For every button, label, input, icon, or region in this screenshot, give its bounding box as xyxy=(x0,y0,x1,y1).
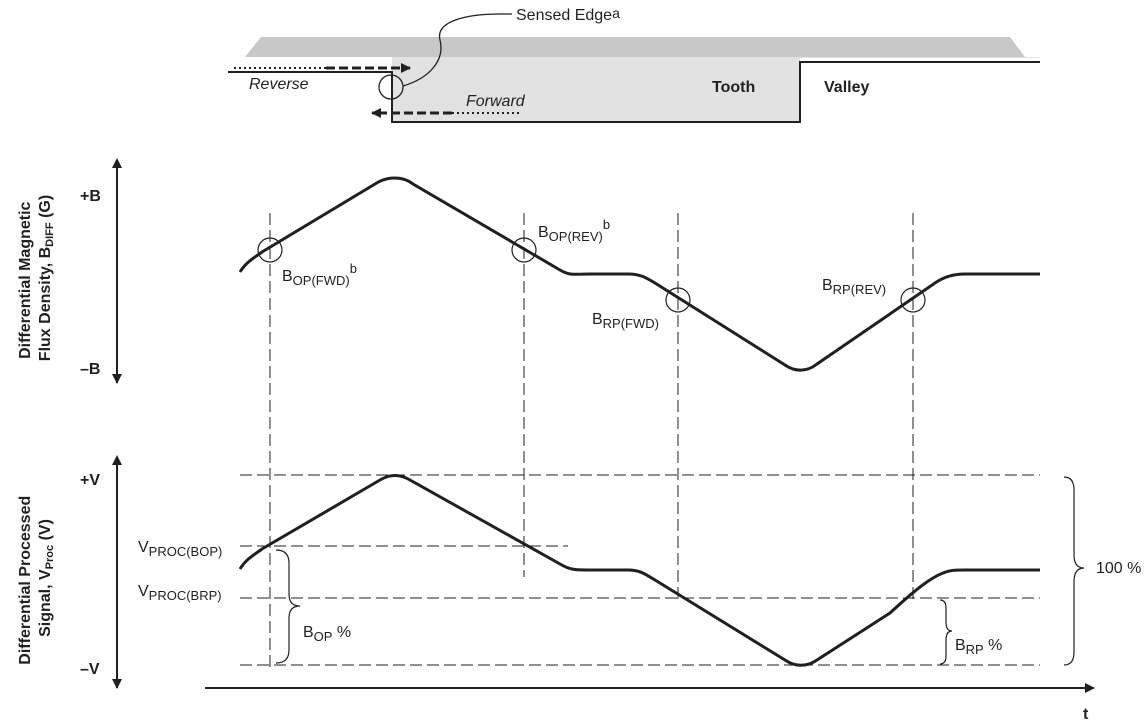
signal-ylabel: Differential Processed Signal, VProc (V) xyxy=(17,491,56,664)
signal-bottom-label: –V xyxy=(80,661,100,678)
vproc-bop-label: VPROC(BOP) xyxy=(138,539,222,559)
sensed-edge-label: Sensed Edgea xyxy=(516,5,620,24)
hundred-pct-brace xyxy=(1063,476,1085,666)
target-profile: Sensed Edgea Reverse Forward Tooth Valle… xyxy=(228,5,1040,123)
target-top-band xyxy=(245,37,1025,57)
valley-label: Valley xyxy=(824,79,869,96)
bop-fwd-marker xyxy=(257,237,283,263)
bop-pct-label: BOP % xyxy=(303,624,351,644)
bop-pct-brace xyxy=(275,549,301,664)
bop-fwd-label: BOP(FWD)b xyxy=(282,261,357,288)
signal-top-label: +V xyxy=(80,472,100,489)
flux-bottom-label: –B xyxy=(80,361,100,378)
time-axis: t xyxy=(205,683,1095,723)
flux-waveform xyxy=(238,176,1040,372)
brp-rev-marker xyxy=(900,287,926,313)
bop-rev-label: BOP(REV)b xyxy=(538,217,610,244)
processed-waveform xyxy=(238,474,1040,667)
hundred-pct-label: 100 % xyxy=(1096,560,1141,577)
magnetic-plot: +B –B Differential Magnetic Flux Density… xyxy=(17,158,1040,384)
brp-fwd-marker xyxy=(665,287,691,313)
target-outline xyxy=(228,61,1040,123)
tooth-label: Tooth xyxy=(712,79,755,96)
forward-label: Forward xyxy=(466,93,526,110)
processed-plot: +V –V Differential Processed Signal, VPr… xyxy=(17,455,1141,689)
brp-fwd-label: BRP(FWD) xyxy=(592,311,659,331)
time-axis-label: t xyxy=(1083,706,1089,723)
brp-rev-label: BRP(REV) xyxy=(822,277,886,297)
sensed-edge-note: a xyxy=(612,5,620,21)
bop-rev-marker xyxy=(511,237,537,263)
valley-cutout xyxy=(800,58,1040,123)
sensed-edge-leader xyxy=(402,13,512,87)
reverse-label: Reverse xyxy=(249,76,309,93)
vproc-brp-label: VPROC(BRP) xyxy=(138,583,222,603)
flux-ylabel: Differential Magnetic Flux Density, BDIF… xyxy=(17,195,56,361)
brp-pct-brace xyxy=(939,599,953,665)
level-guides xyxy=(240,474,1040,666)
brp-pct-label: BRP % xyxy=(955,637,1002,657)
vertical-guides xyxy=(269,213,914,668)
flux-top-label: +B xyxy=(80,188,101,205)
sensed-edge-circle xyxy=(378,74,404,100)
